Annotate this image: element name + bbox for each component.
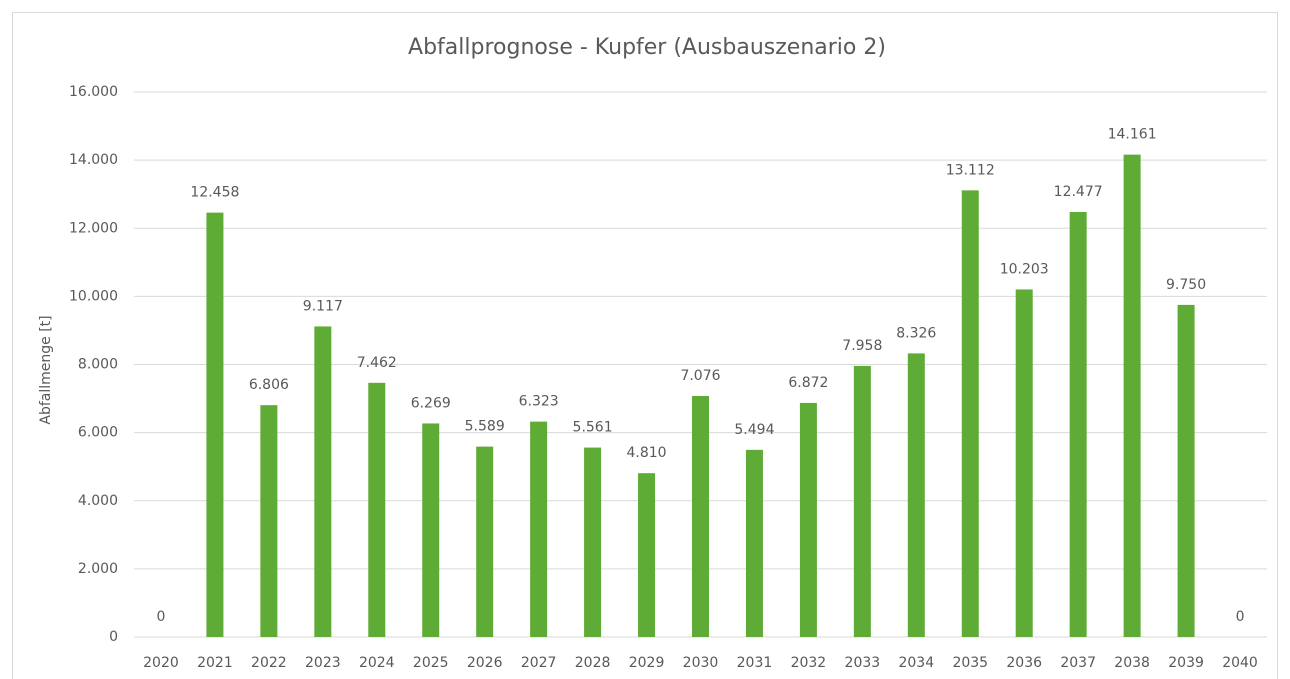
value-label: 6.872 — [788, 375, 828, 391]
value-label: 7.076 — [680, 368, 720, 384]
y-tick-label: 10.000 — [69, 288, 118, 304]
value-label: 9.117 — [303, 298, 343, 314]
bar — [1015, 289, 1033, 637]
bar — [907, 353, 925, 637]
value-label: 6.806 — [249, 377, 289, 393]
bar — [638, 473, 656, 637]
x-tick-label: 2039 — [1168, 655, 1204, 671]
x-tick-label: 2027 — [521, 655, 557, 671]
x-tick-label: 2020 — [143, 655, 179, 671]
value-label: 5.561 — [573, 420, 613, 436]
bar — [799, 402, 817, 637]
y-tick-label: 16.000 — [69, 84, 118, 100]
x-tick-label: 2040 — [1222, 655, 1258, 671]
x-tick-label: 2024 — [359, 655, 395, 671]
value-label: 12.458 — [190, 185, 239, 201]
value-label: 8.326 — [896, 325, 936, 341]
value-label: 7.462 — [357, 355, 397, 371]
value-label: 5.494 — [734, 422, 774, 438]
y-tick-label: 8.000 — [78, 357, 118, 373]
value-label: 12.477 — [1054, 184, 1103, 200]
x-tick-label: 2022 — [251, 655, 287, 671]
value-label: 4.810 — [627, 445, 667, 461]
x-tick-label: 2033 — [845, 655, 881, 671]
value-label: 10.203 — [1000, 261, 1049, 277]
bar — [961, 190, 979, 637]
bar — [853, 365, 871, 637]
x-tick-label: 2034 — [898, 655, 934, 671]
bar — [368, 382, 386, 637]
bar — [260, 405, 278, 637]
value-label: 5.589 — [465, 419, 505, 435]
x-tick-label: 2037 — [1060, 655, 1096, 671]
y-tick-label: 12.000 — [69, 220, 118, 236]
bar — [530, 421, 548, 637]
x-tick-label: 2036 — [1006, 655, 1042, 671]
bar — [422, 423, 440, 637]
value-label: 9.750 — [1166, 277, 1206, 293]
value-label: 0 — [157, 609, 166, 625]
x-tick-label: 2021 — [197, 655, 233, 671]
x-tick-label: 2028 — [575, 655, 611, 671]
x-tick-label: 2032 — [791, 655, 827, 671]
bar — [1123, 154, 1141, 637]
value-label: 13.112 — [946, 162, 995, 178]
value-label: 6.269 — [411, 395, 451, 411]
x-tick-label: 2035 — [952, 655, 988, 671]
y-tick-label: 0 — [109, 629, 118, 645]
value-label: 6.323 — [519, 394, 559, 410]
y-axis-label: Abfallmenge [t] — [38, 315, 54, 424]
bar — [206, 212, 224, 638]
x-tick-label: 2029 — [629, 655, 665, 671]
value-label: 0 — [1236, 609, 1245, 625]
x-tick-label: 2025 — [413, 655, 449, 671]
bar — [584, 447, 602, 637]
value-label: 14.161 — [1108, 127, 1157, 143]
x-tick-label: 2030 — [683, 655, 719, 671]
x-tick-label: 2038 — [1114, 655, 1150, 671]
bar — [1069, 212, 1087, 637]
chart-title: Abfallprognose - Kupfer (Ausbauszenario … — [408, 35, 886, 60]
bar — [692, 395, 709, 637]
y-tick-label: 14.000 — [69, 152, 118, 168]
bar — [745, 449, 763, 637]
x-tick-label: 2023 — [305, 655, 341, 671]
y-tick-label: 2.000 — [78, 561, 118, 577]
value-label: 7.958 — [842, 338, 882, 354]
y-tick-label: 4.000 — [78, 493, 118, 509]
y-tick-label: 6.000 — [78, 425, 118, 441]
x-tick-label: 2026 — [467, 655, 503, 671]
bar — [1177, 304, 1195, 637]
bar — [314, 326, 332, 637]
bar — [476, 446, 494, 637]
x-tick-label: 2031 — [737, 655, 773, 671]
